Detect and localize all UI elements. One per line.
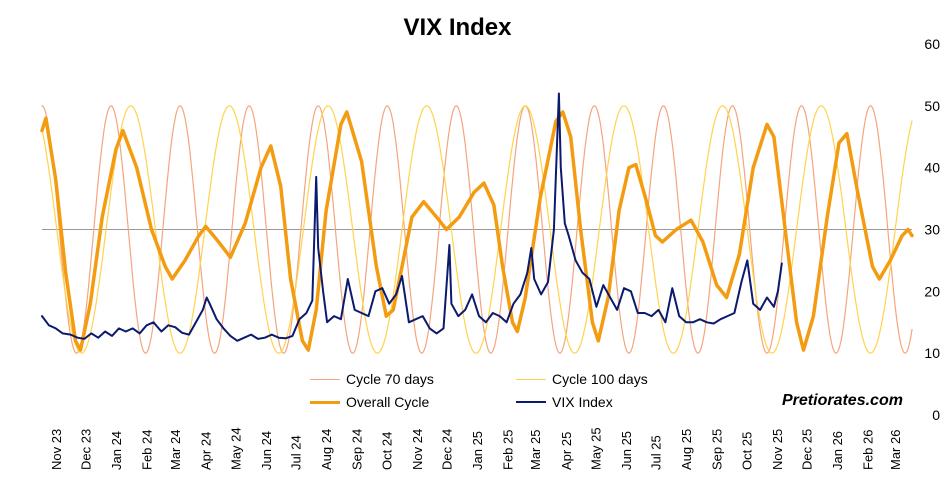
x-tick-label: May 24	[228, 427, 243, 470]
legend-entry: Cycle 100 days	[516, 371, 648, 387]
x-tick-label: Nov 24	[410, 429, 425, 470]
x-tick-label: Jun 25	[619, 431, 634, 470]
x-tick-label: Dec 23	[78, 429, 93, 470]
x-tick-label: Jul 25	[649, 435, 664, 470]
x-tick-label: Dec 24	[439, 429, 454, 470]
x-tick-label: Nov 23	[49, 429, 64, 470]
series-line	[41, 105, 913, 354]
y-tick-label: 20	[924, 283, 940, 299]
series-line	[41, 105, 913, 354]
x-tick-label: Mar 24	[168, 430, 183, 470]
legend-entry: Cycle 70 days	[310, 371, 434, 387]
x-tick-label: Feb 25	[501, 430, 516, 470]
x-tick-label: Oct 24	[379, 432, 394, 470]
y-tick-label: 0	[932, 407, 940, 423]
y-tick-label: 50	[924, 98, 940, 114]
legend-entry: Overall Cycle	[310, 394, 429, 410]
x-tick-label: Mar 26	[888, 430, 903, 470]
x-tick-label: Sep 25	[710, 429, 725, 470]
legend-swatch	[310, 400, 340, 404]
legend-label: Cycle 70 days	[346, 371, 434, 387]
x-tick-label: Feb 24	[140, 430, 155, 470]
x-tick-label: Sep 24	[350, 429, 365, 470]
x-tick-label: Dec 25	[799, 429, 814, 470]
watermark: Pretiorates.com	[782, 392, 903, 409]
x-tick-label: Jul 24	[289, 435, 304, 470]
legend-label: Overall Cycle	[346, 394, 430, 410]
x-tick-label: Aug 24	[319, 429, 334, 470]
x-tick-label: Jan 26	[830, 431, 845, 470]
legend-swatch	[310, 378, 340, 380]
x-tick-label: May 25	[588, 427, 603, 470]
y-tick-label: 60	[924, 36, 940, 52]
x-tick-label: Feb 26	[861, 430, 876, 470]
y-tick-label: 30	[924, 222, 940, 238]
series-line	[41, 92, 783, 342]
legend-label: VIX Index	[552, 394, 613, 410]
x-tick-label: Apr 24	[199, 432, 214, 470]
x-tick-label: Nov 25	[770, 429, 785, 470]
x-tick-label: Oct 25	[739, 432, 754, 470]
x-tick-label: Jun 24	[259, 431, 274, 470]
x-tick-label: Aug 25	[679, 429, 694, 470]
chart-title: VIX Index	[403, 14, 512, 41]
y-tick-label: 10	[924, 345, 940, 361]
legend-swatch	[516, 378, 546, 380]
legend-label: Cycle 100 days	[552, 371, 648, 387]
x-tick-label: Mar 25	[528, 430, 543, 470]
x-tick-label: Jan 24	[109, 431, 124, 470]
legend-entry: VIX Index	[516, 394, 613, 410]
x-tick-label: Apr 25	[559, 432, 574, 470]
legend-swatch	[516, 401, 546, 403]
series-line	[40, 110, 914, 352]
x-tick-label: Jan 25	[470, 431, 485, 470]
y-tick-label: 40	[924, 160, 940, 176]
